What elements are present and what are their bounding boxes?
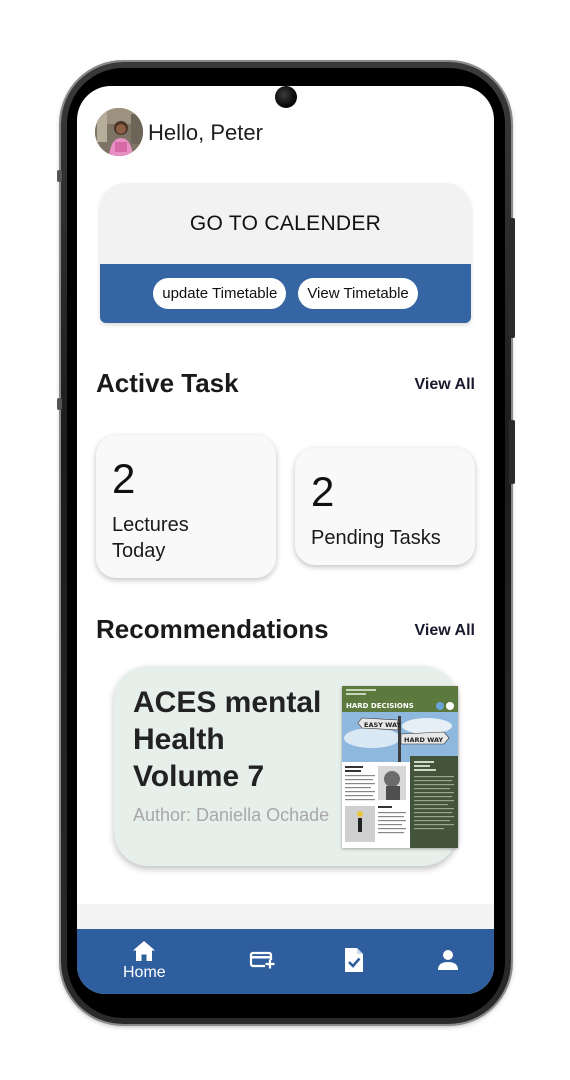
go-to-calendar-button[interactable]: GO TO CALENDER bbox=[100, 183, 471, 264]
task-check-icon bbox=[345, 948, 363, 972]
active-task-view-all-link[interactable]: View All bbox=[414, 376, 475, 393]
nav-home-label: Home bbox=[123, 964, 166, 981]
greeting-text: Hello, Peter bbox=[148, 120, 263, 145]
nav-profile[interactable] bbox=[437, 949, 459, 971]
side-notch bbox=[57, 170, 62, 182]
lectures-label-line1: Lectures bbox=[112, 514, 189, 536]
book-cover: HARD DECISIONS EASY WAY HARD WAY bbox=[342, 686, 458, 848]
profile-icon bbox=[438, 950, 458, 970]
timetable-actions: update Timetable View Timetable bbox=[100, 264, 471, 323]
cover-sign-hard: HARD WAY bbox=[404, 736, 443, 744]
app-screen: Hello, Peter GO TO CALENDER update Timet… bbox=[77, 86, 494, 994]
recommendation-author: Author: Daniella Ochade bbox=[133, 805, 330, 825]
nav-tasks[interactable] bbox=[344, 947, 364, 973]
recommendation-title: ACES mental Health Volume 7 bbox=[133, 686, 322, 793]
book-cover-art: HARD DECISIONS EASY WAY HARD WAY bbox=[342, 686, 458, 848]
recommendations-title: Recommendations bbox=[96, 614, 329, 644]
power-button bbox=[509, 218, 515, 338]
pending-count: 2 bbox=[311, 468, 335, 515]
avatar-photo bbox=[95, 108, 143, 156]
bottom-navigation: Home bbox=[77, 929, 494, 994]
calendar-card: GO TO CALENDER update Timetable View Tim… bbox=[100, 183, 471, 323]
add-card-icon bbox=[249, 951, 275, 969]
nav-add-card[interactable] bbox=[249, 950, 275, 970]
recommendation-card[interactable]: ACES mental Health Volume 7 Author: Dani… bbox=[114, 666, 458, 866]
side-notch bbox=[57, 398, 62, 410]
avatar[interactable] bbox=[95, 108, 143, 156]
front-camera bbox=[275, 86, 297, 108]
home-icon bbox=[133, 941, 156, 961]
nav-home[interactable]: Home bbox=[123, 940, 166, 982]
calendar-title: GO TO CALENDER bbox=[189, 211, 382, 235]
nav-divider-strip bbox=[77, 904, 494, 930]
update-timetable-button[interactable]: update Timetable bbox=[153, 278, 287, 309]
pending-tasks-card[interactable]: 2 Pending Tasks bbox=[295, 448, 475, 565]
lectures-label: Lectures Today bbox=[112, 512, 189, 564]
lectures-count: 2 bbox=[112, 455, 136, 502]
cover-sign-easy: EASY WAY bbox=[364, 721, 401, 729]
active-task-title: Active Task bbox=[96, 368, 239, 398]
lectures-label-line2: Today bbox=[112, 540, 166, 562]
lectures-today-card[interactable]: 2 Lectures Today bbox=[96, 435, 276, 578]
pending-label: Pending Tasks bbox=[311, 527, 441, 549]
view-timetable-button[interactable]: View Timetable bbox=[298, 278, 418, 309]
recommendations-view-all-link[interactable]: View All bbox=[414, 622, 475, 639]
volume-button bbox=[509, 420, 515, 484]
cover-header: HARD DECISIONS bbox=[346, 702, 414, 710]
